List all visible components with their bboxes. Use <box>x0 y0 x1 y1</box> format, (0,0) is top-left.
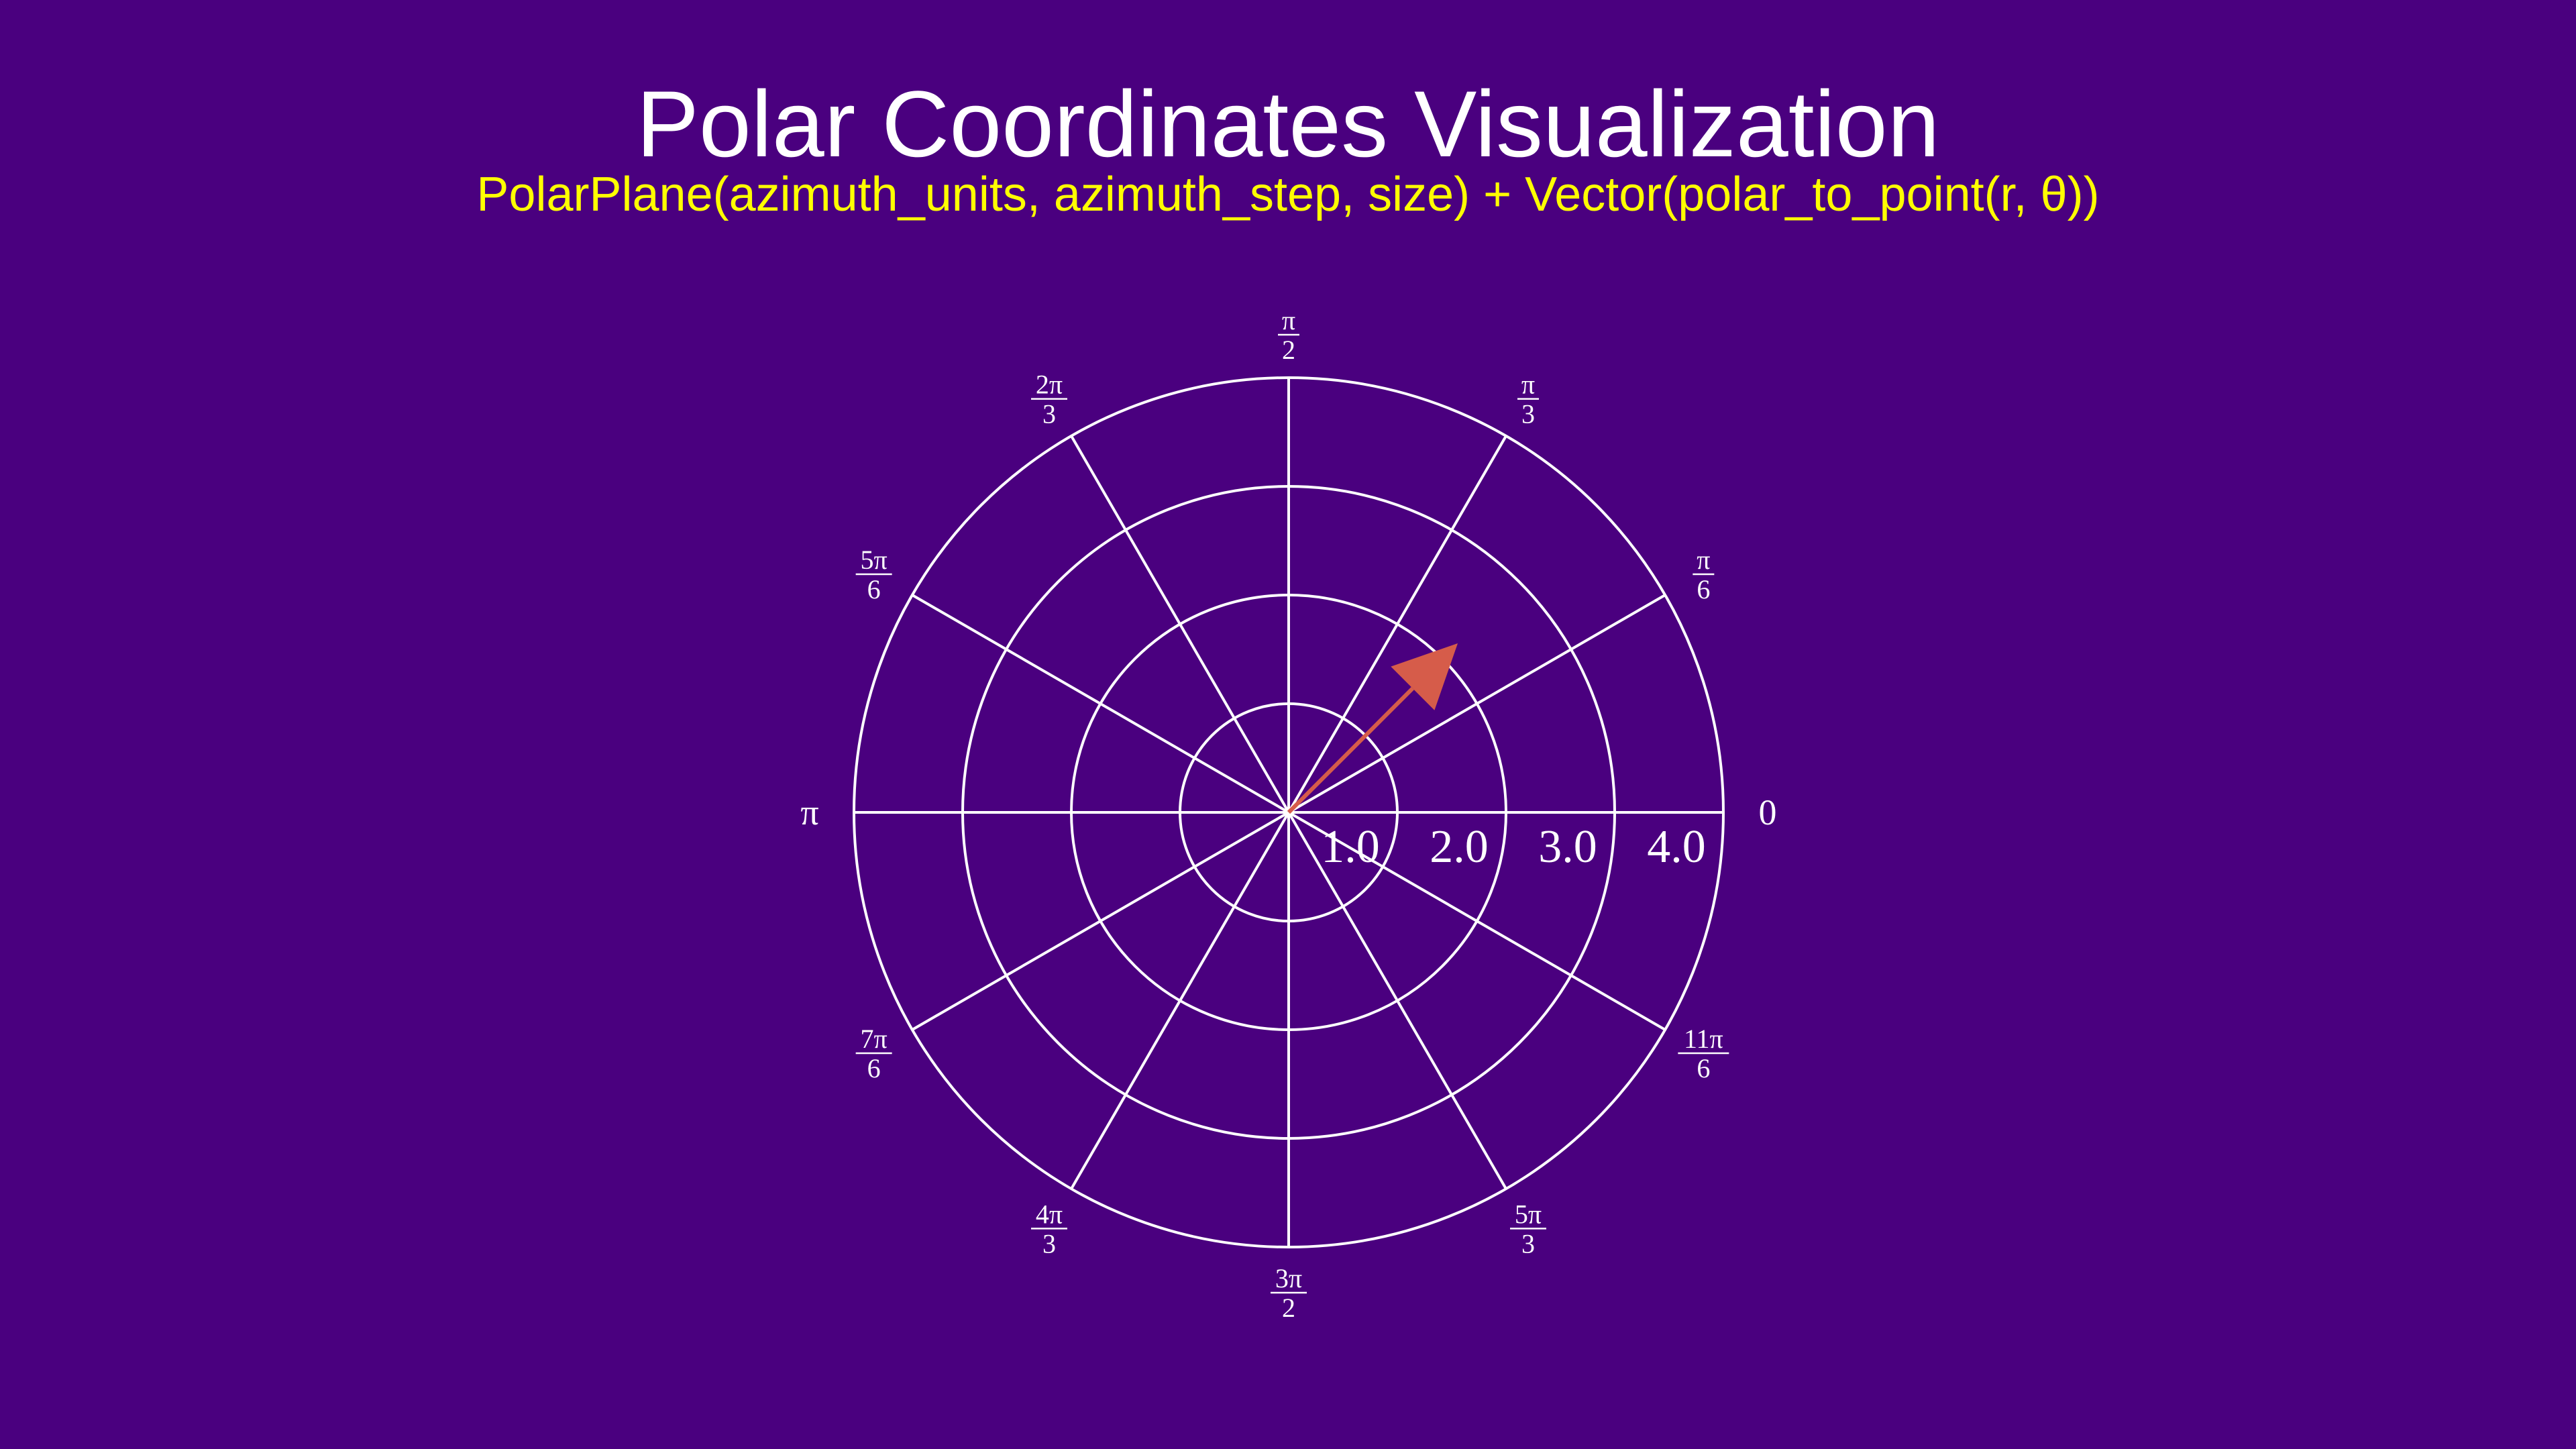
azimuth-spoke-210 <box>911 811 1290 1031</box>
azimuth-label-180: π <box>800 792 818 833</box>
radius-label: 2.0 <box>1430 821 1489 873</box>
azimuth-label-denominator: 3 <box>1521 1228 1535 1258</box>
azimuth-label-numerator: 5π <box>861 545 888 575</box>
azimuth-label-270: 3π2 <box>1271 1263 1307 1323</box>
azimuth-spoke-330 <box>1288 811 1666 1031</box>
radius-label: 4.0 <box>1647 821 1706 873</box>
azimuth-spoke-60 <box>1287 435 1507 814</box>
azimuth-label-150: 5π6 <box>855 545 892 604</box>
azimuth-label-numerator: 2π <box>1036 370 1063 400</box>
azimuth-label-numerator: π <box>1282 305 1295 335</box>
azimuth-spoke-150 <box>911 594 1290 814</box>
azimuth-label-denominator: 6 <box>1697 1053 1710 1083</box>
azimuth-label-90: π2 <box>1278 305 1299 365</box>
azimuth-label-numerator: 5π <box>1515 1199 1542 1229</box>
azimuth-label-240: 4π3 <box>1031 1199 1067 1258</box>
azimuth-label-denominator: 3 <box>1042 399 1056 429</box>
azimuth-label-text: 0 <box>1759 792 1777 833</box>
azimuth-label-denominator: 3 <box>1521 399 1535 429</box>
azimuth-label-denominator: 3 <box>1042 1228 1056 1258</box>
vector-shaft <box>1287 687 1414 814</box>
radius-label: 1.0 <box>1321 821 1380 873</box>
azimuth-label-denominator: 2 <box>1282 1293 1295 1323</box>
azimuth-label-30: π6 <box>1693 545 1715 604</box>
azimuth-label-text: π <box>800 792 818 833</box>
radius-label: 3.0 <box>1538 821 1597 873</box>
azimuth-label-60: π3 <box>1517 370 1539 429</box>
azimuth-label-numerator: π <box>1521 370 1535 400</box>
azimuth-label-300: 5π3 <box>1510 1199 1546 1258</box>
azimuth-label-numerator: 3π <box>1275 1263 1302 1293</box>
azimuth-spoke-120 <box>1070 435 1290 814</box>
azimuth-spokes <box>854 378 1723 1247</box>
azimuth-label-numerator: π <box>1697 545 1710 575</box>
page-subtitle: PolarPlane(azimuth_units, azimuth_step, … <box>476 168 2100 221</box>
azimuth-label-0: 0 <box>1759 792 1777 833</box>
azimuth-spoke-30 <box>1288 594 1666 814</box>
azimuth-label-numerator: 7π <box>861 1024 888 1054</box>
page-title: Polar Coordinates Visualization <box>636 71 1940 176</box>
vector-arrowhead <box>1391 643 1458 710</box>
azimuth-label-denominator: 6 <box>1697 574 1710 604</box>
azimuth-spoke-240 <box>1070 811 1290 1190</box>
azimuth-label-denominator: 6 <box>867 574 881 604</box>
azimuth-label-numerator: 11π <box>1684 1024 1723 1054</box>
azimuth-spoke-300 <box>1287 811 1507 1190</box>
radius-labels: 1.0 2.0 3.0 4.0 <box>1321 821 1706 873</box>
azimuth-label-120: 2π3 <box>1031 370 1067 429</box>
polar-vector <box>1287 643 1458 814</box>
azimuth-label-denominator: 2 <box>1282 335 1295 365</box>
azimuth-label-210: 7π6 <box>855 1024 892 1083</box>
azimuth-label-denominator: 6 <box>867 1053 881 1083</box>
azimuth-label-numerator: 4π <box>1036 1199 1063 1229</box>
